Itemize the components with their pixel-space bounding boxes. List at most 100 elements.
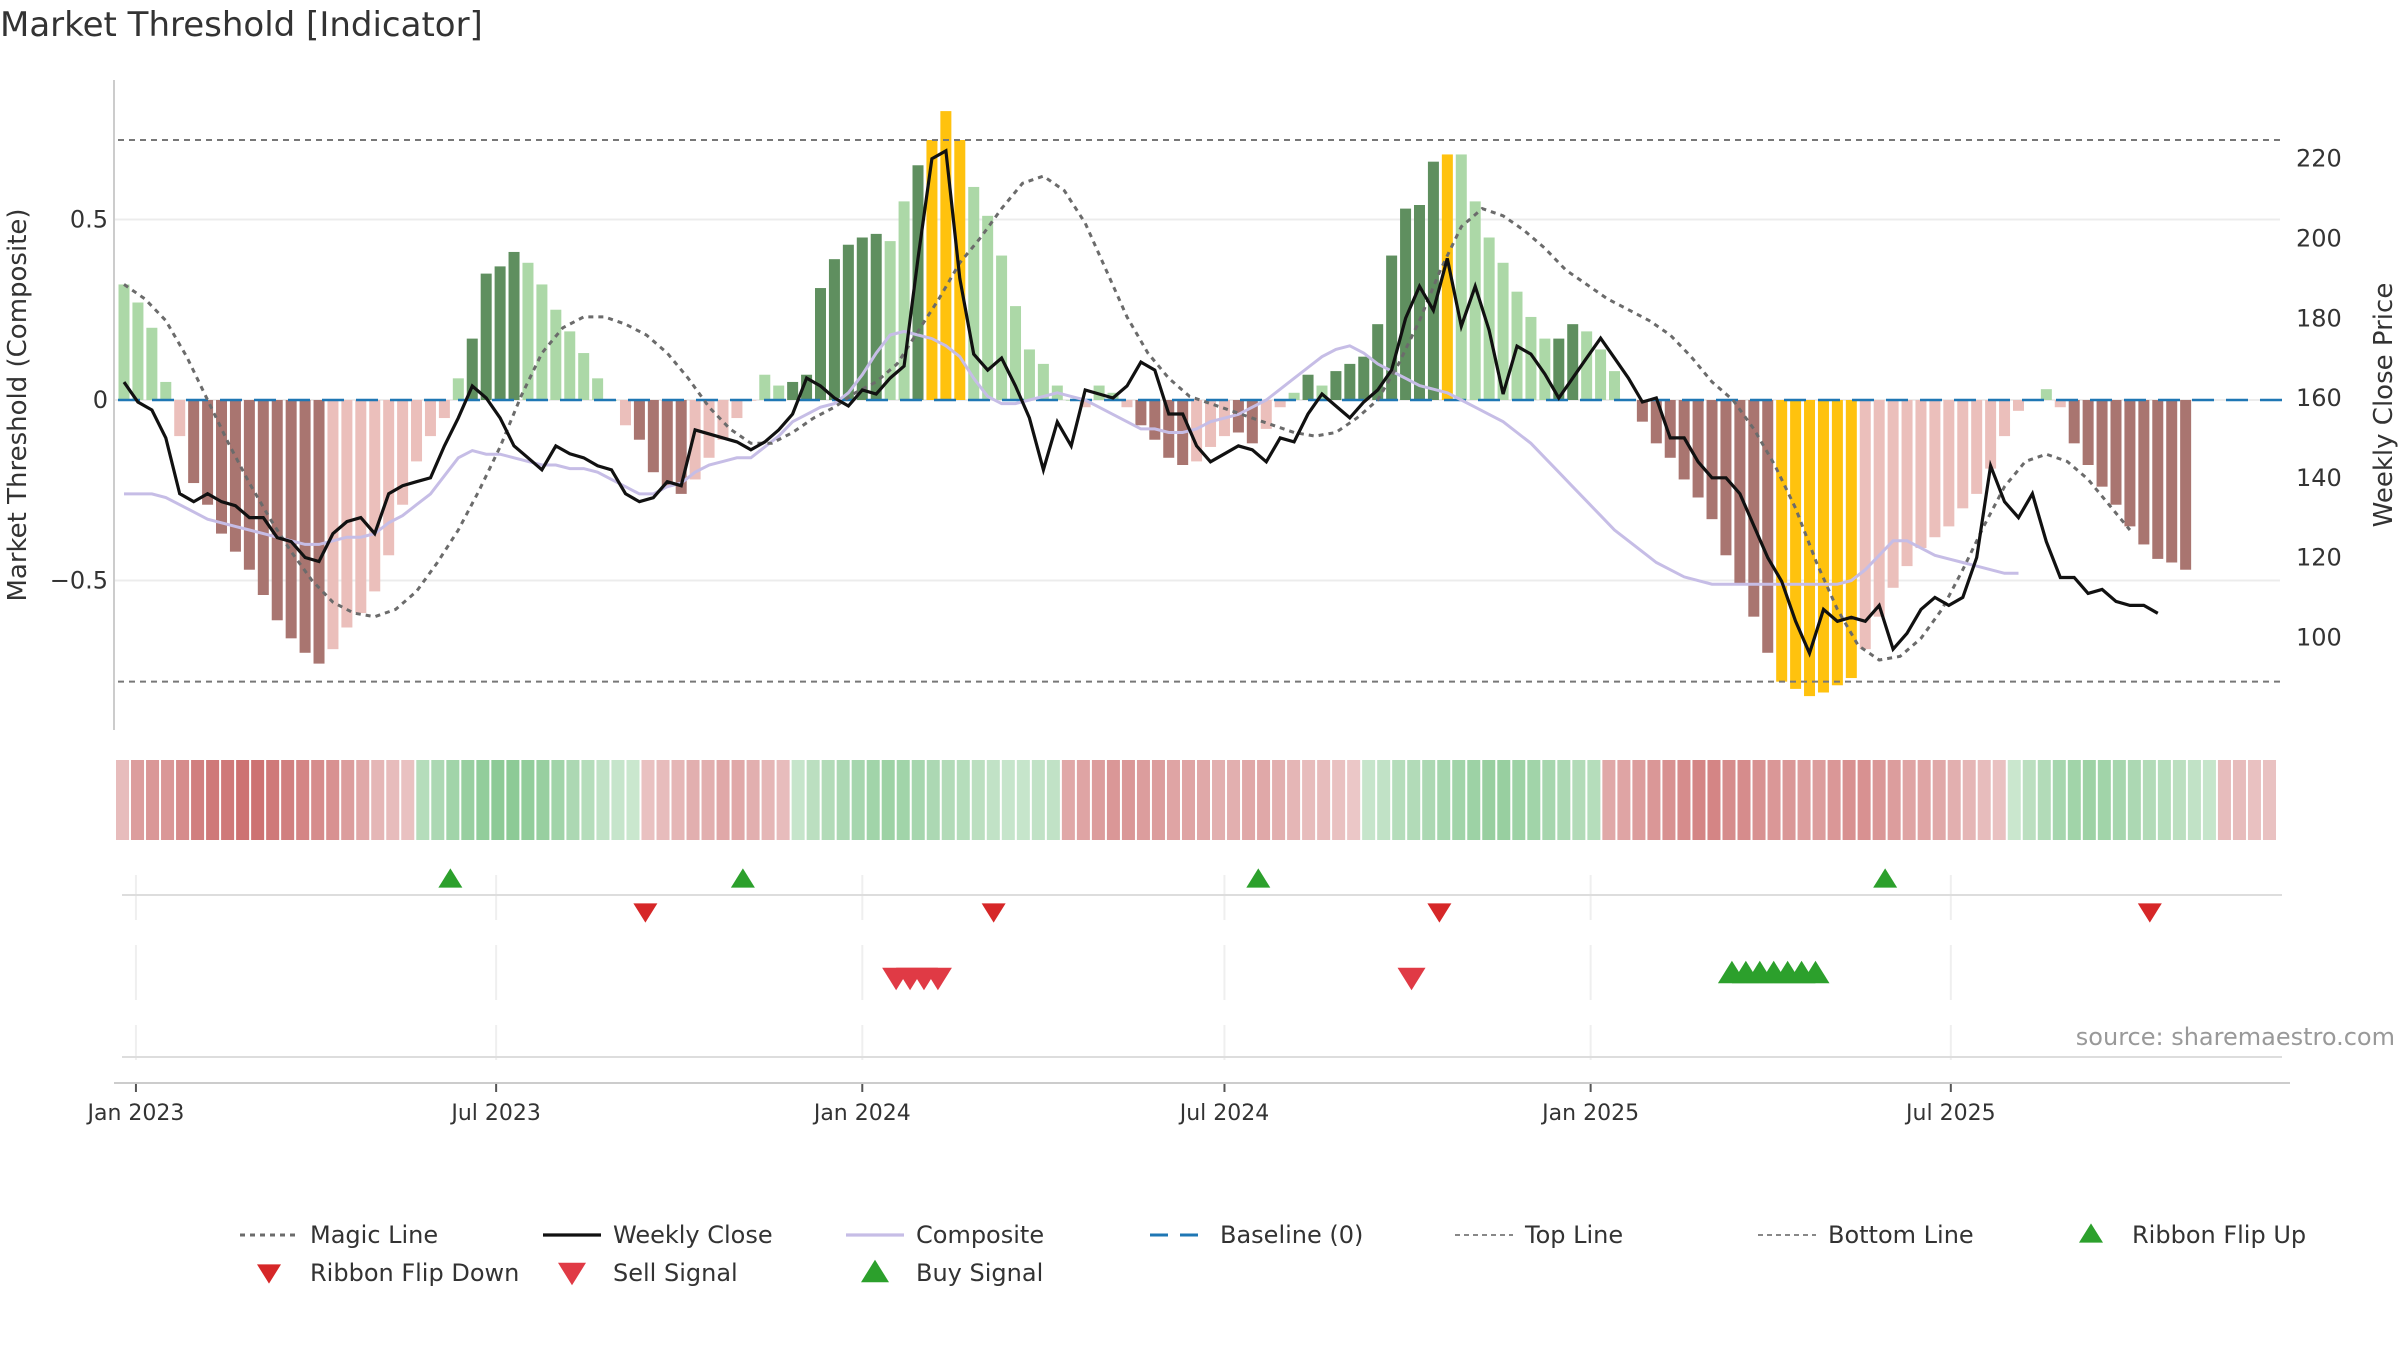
left-tick-label: −0.5 (50, 567, 108, 595)
ribbon-cell (191, 760, 205, 840)
ribbon-cell (971, 760, 985, 840)
legend-swatch-flip-down (257, 1264, 281, 1284)
ribbon-cell (731, 760, 745, 840)
ribbon-cell (1151, 760, 1165, 840)
ribbon-cell (2247, 760, 2261, 840)
ribbon-cell (1392, 760, 1406, 840)
ribbon-cell (551, 760, 565, 840)
composite-bar (1873, 400, 1885, 617)
composite-bar (2138, 400, 2150, 545)
ribbon-cell (521, 760, 535, 840)
ribbon-cell (461, 760, 475, 840)
ribbon-cell (836, 760, 850, 840)
right-tick-label: 200 (2296, 224, 2342, 252)
legend-label: Buy Signal (916, 1259, 1043, 1287)
legend-label: Ribbon Flip Down (310, 1259, 519, 1287)
composite-bar (661, 400, 673, 487)
right-tick-label: 100 (2296, 623, 2342, 651)
composite-bar (1817, 400, 1829, 693)
composite-bar (1427, 161, 1439, 400)
composite-bar (2040, 389, 2052, 400)
ribbon-cell (1857, 760, 1871, 840)
ribbon-cell (431, 760, 445, 840)
ribbon-cell (1572, 760, 1586, 840)
ribbon-cell (2142, 760, 2156, 840)
composite-bar (202, 400, 214, 505)
ribbon-cell (1617, 760, 1631, 840)
composite-bars (118, 111, 2192, 697)
composite-bar (2082, 400, 2094, 465)
composite-bar (1386, 255, 1398, 400)
ribbon-cell (1332, 760, 1346, 840)
ribbon-cell (176, 760, 190, 840)
ribbon-flip-down-marker (2137, 903, 2162, 923)
ribbon-cell (2127, 760, 2141, 840)
composite-bar (1901, 400, 1913, 567)
composite-bar (1525, 316, 1537, 400)
composite-bar (1135, 400, 1147, 426)
composite-bar (188, 400, 200, 484)
composite-bar (1483, 237, 1495, 400)
chart-title: Market Threshold [Indicator] (0, 5, 483, 45)
ribbon-cell (1347, 760, 1361, 840)
right-tick-label: 180 (2296, 304, 2342, 332)
ribbon-cell (986, 760, 1000, 840)
composite-bar (1037, 363, 1049, 400)
composite-bar (1692, 400, 1704, 498)
ribbon-cell (1872, 760, 1886, 840)
ribbon-cell (1437, 760, 1451, 840)
composite-bar (2012, 400, 2024, 411)
ribbon-cell (566, 760, 580, 840)
ribbon-cell (476, 760, 490, 840)
ribbon-cell (1046, 760, 1060, 840)
ribbon-cell (161, 760, 175, 840)
composite-bar (341, 400, 353, 628)
ribbon-cell (146, 760, 160, 840)
ribbon-cell (1692, 760, 1706, 840)
composite-bar (870, 233, 882, 400)
composite-bar (1539, 338, 1551, 400)
ribbon-cell (611, 760, 625, 840)
composite-bar (996, 255, 1008, 400)
ribbon-cell (1181, 760, 1195, 840)
composite-bar (424, 400, 436, 437)
ribbon-cell (1452, 760, 1466, 840)
ribbon-cell (596, 760, 610, 840)
ribbon-cell (1497, 760, 1511, 840)
ribbon-cell (581, 760, 595, 840)
ribbon-cell (266, 760, 280, 840)
ribbon-cell (1242, 760, 1256, 840)
legend-label: Baseline (0) (1220, 1221, 1363, 1249)
ribbon-cell (1272, 760, 1286, 840)
ribbon-cell (821, 760, 835, 840)
composite-bar (1413, 205, 1425, 400)
ribbon-cell (2037, 760, 2051, 840)
composite-bar (1553, 338, 1565, 400)
ribbon-flip-down-marker (1427, 903, 1452, 923)
right-tick-label: 160 (2296, 384, 2342, 412)
right-tick-label: 120 (2296, 544, 2342, 572)
ribbon-cell (1662, 760, 1676, 840)
composite-bar (856, 237, 868, 400)
legend-swatch-sell (558, 1262, 586, 1286)
composite-bar (912, 165, 924, 400)
ribbon-cell (956, 760, 970, 840)
ribbon-cell (281, 760, 295, 840)
ribbon-cell (851, 760, 865, 840)
composite-bar (327, 400, 339, 650)
ribbon-cell (2187, 760, 2201, 840)
composite-bar (257, 400, 269, 595)
composite-bar (1567, 324, 1579, 400)
composite-bar (411, 400, 423, 462)
composite-bar (1246, 400, 1258, 444)
composite-bar (383, 400, 395, 556)
ribbon-cell (881, 760, 895, 840)
ribbon-cell (1842, 760, 1856, 840)
composite-bar (2166, 400, 2178, 563)
composite-bar (1260, 400, 1272, 429)
ribbon-cell (446, 760, 460, 840)
left-axis-label: Market Threshold (Composite) (3, 208, 33, 601)
composite-bar (1400, 208, 1412, 400)
composite-bar (633, 400, 645, 440)
